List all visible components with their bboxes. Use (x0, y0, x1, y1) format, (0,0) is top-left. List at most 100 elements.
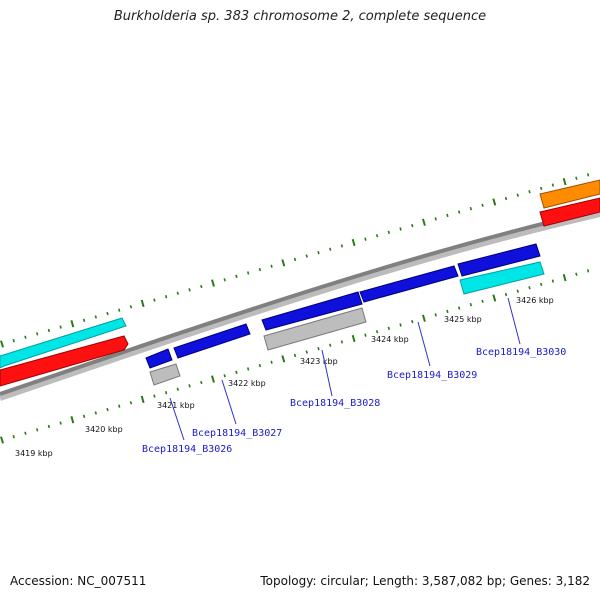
major-tick (0, 436, 4, 444)
minor-tick (12, 338, 15, 343)
minor-tick (504, 292, 508, 297)
major-tick (351, 334, 356, 343)
minor-tick (246, 367, 250, 371)
gene-blue-b3029[interactable] (359, 265, 459, 303)
major-tick (70, 320, 75, 328)
gene-tag-b3028[interactable]: Bcep18194_B3028 (290, 398, 380, 409)
ruler-label: 3423 kbp (300, 357, 338, 366)
minor-tick (540, 186, 543, 191)
gene-gray-b3028[interactable] (263, 307, 367, 351)
minor-tick (411, 223, 414, 228)
gene-tag-leaders (169, 297, 521, 441)
minor-tick (153, 298, 156, 302)
gene-gray-b3026[interactable] (149, 363, 181, 386)
major-tick (562, 274, 567, 282)
gene-red-left[interactable] (0, 335, 129, 387)
minor-tick (457, 306, 461, 310)
minor-tick (317, 346, 320, 351)
minor-tick (434, 217, 437, 221)
ruler-label: 3424 kbp (371, 335, 409, 344)
gene-cyan-b3030[interactable] (459, 261, 545, 295)
backbone-shadow (0, 211, 600, 401)
gene-blue-b3028[interactable] (261, 291, 363, 331)
minor-tick (200, 284, 203, 289)
major-tick (211, 375, 215, 383)
minor-tick (340, 244, 344, 248)
minor-tick (35, 332, 39, 336)
minor-tick (387, 230, 390, 235)
minor-tick (235, 274, 238, 279)
gene-blue-b3027[interactable] (173, 323, 251, 359)
ruler-label: 3425 kbp (444, 315, 482, 324)
minor-tick (504, 196, 508, 201)
gene-tag-b3027[interactable]: Bcep18194_B3027 (192, 428, 282, 439)
kbp-ruler: 3419 kbp 3420 kbp 3421 kbp 3422 kbp 3423… (15, 296, 554, 458)
gene-tags: Bcep18194_B3026 Bcep18194_B3027 Bcep1819… (142, 347, 566, 455)
minor-tick (118, 404, 121, 408)
leader-b3026 (169, 397, 185, 441)
minor-tick (35, 428, 39, 432)
minor-tick (586, 173, 590, 177)
minor-tick (329, 343, 332, 347)
leader-b3030 (507, 297, 521, 345)
major-tick (140, 395, 145, 404)
major-tick (422, 218, 426, 226)
gene-tag-b3026[interactable]: Bcep18194_B3026 (142, 444, 232, 455)
minor-tick (551, 183, 555, 187)
minor-tick (270, 360, 273, 364)
minor-tick (164, 390, 168, 395)
minor-tick (82, 414, 86, 419)
major-tick (0, 340, 4, 348)
minor-tick (12, 434, 15, 439)
ruler-label: 3426 kbp (516, 296, 554, 305)
gene-features (0, 179, 600, 387)
minor-tick (176, 387, 179, 391)
leader-b3027 (221, 379, 237, 425)
minor-tick (47, 328, 51, 333)
minor-tick (375, 330, 379, 334)
minor-tick (129, 401, 133, 405)
minor-tick (94, 315, 97, 319)
major-tick (562, 178, 567, 186)
minor-tick (364, 333, 367, 337)
major-tick (492, 294, 497, 302)
gene-red-right[interactable] (539, 197, 600, 227)
major-tick (492, 198, 497, 206)
ruler-label: 3422 kbp (228, 379, 266, 388)
minor-tick (270, 264, 273, 268)
gene-tag-b3030[interactable]: Bcep18194_B3030 (476, 347, 566, 358)
gene-orange-right[interactable] (539, 179, 600, 209)
minor-tick (551, 279, 555, 283)
gene-tag-b3029[interactable]: Bcep18194_B3029 (387, 370, 477, 381)
minor-tick (586, 269, 590, 273)
minor-tick (235, 370, 238, 375)
minor-tick (129, 305, 133, 309)
minor-tick (258, 363, 262, 368)
minor-tick (528, 190, 531, 194)
minor-tick (329, 247, 332, 251)
minor-tick (481, 299, 484, 303)
minor-tick (340, 340, 344, 344)
minor-tick (164, 294, 168, 299)
minor-tick (540, 282, 543, 287)
minor-tick (94, 411, 97, 415)
chromosome-backbone (0, 208, 600, 396)
minor-tick (516, 193, 519, 197)
minor-tick (375, 234, 379, 238)
minor-tick (188, 288, 191, 292)
minor-tick (153, 394, 156, 398)
accession-label: Accession: NC_007511 (10, 574, 147, 588)
minor-tick (118, 308, 121, 312)
minor-tick (469, 302, 473, 307)
gene-cyan-left[interactable] (0, 317, 127, 369)
minor-tick (106, 407, 109, 412)
minor-tick (305, 254, 308, 258)
topology-summary: Topology: circular; Length: 3,587,082 bp… (260, 574, 590, 588)
ruler-label: 3420 kbp (85, 425, 123, 434)
minor-tick (106, 311, 109, 316)
minor-tick (59, 325, 62, 329)
gene-blue-b3026[interactable] (145, 348, 173, 369)
gene-blue-b3030[interactable] (457, 243, 541, 277)
minor-tick (246, 271, 250, 275)
